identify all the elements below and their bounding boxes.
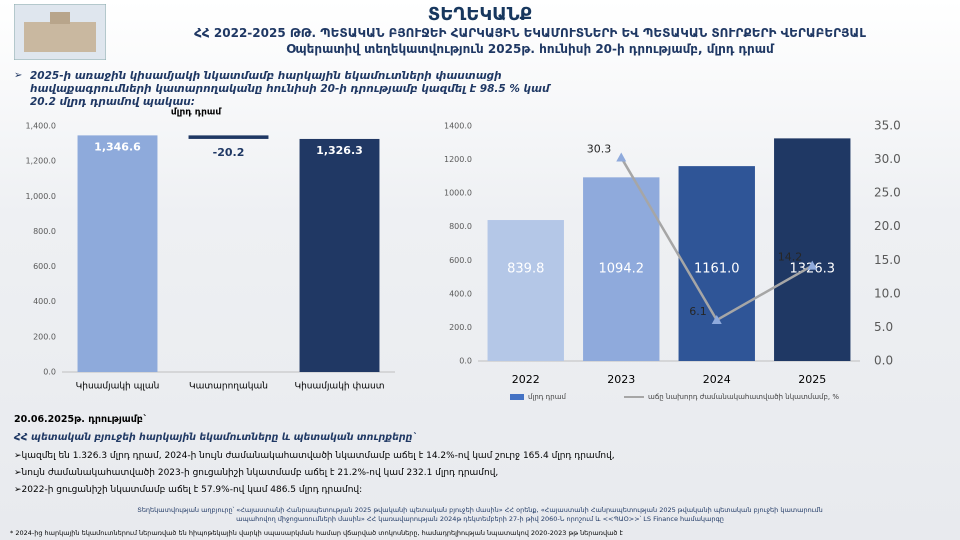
y-tick-label: 1400.0 — [444, 122, 472, 131]
bar — [774, 138, 851, 361]
bar — [487, 220, 564, 361]
x-tick-label: 2025 — [798, 373, 826, 386]
x-tick-label: Կատարողական — [189, 382, 268, 392]
marker — [616, 152, 627, 162]
footer-bullet: ➢2022-ի ցուցանիշի նկատմամբ աճել է 57.9%-… — [14, 482, 914, 499]
x-tick-label: 2022 — [512, 373, 540, 386]
y-tick-label: 200.0 — [33, 332, 56, 341]
footer-date: 20.06.2025թ. դրությամբ` — [14, 414, 148, 425]
unit-label: մլրդ դրամ — [171, 108, 222, 118]
legend-label: մլրդ դրամ — [528, 393, 567, 401]
y-tick-label: 1000.0 — [444, 189, 472, 198]
note: Օպերատիվ տեղեկատվություն 2025թ. հունիսի … — [286, 42, 774, 56]
value-label: 1094.2 — [599, 262, 645, 277]
x-tick-label: 2024 — [703, 373, 731, 386]
x-tick-label: 2023 — [607, 373, 635, 386]
footer-bullet: ➢նույն ժամանակահատվածի 2023-ի ցուցանիշի … — [14, 465, 914, 482]
value-label: 839.8 — [507, 262, 544, 277]
y-tick-label: 800.0 — [449, 222, 472, 231]
footer-bullets: ➢կազմել են 1.326.3 մլրդ դրամ, 2024-ի նու… — [14, 448, 914, 499]
y-tick-label: 1,200.0 — [25, 157, 56, 166]
value-label: 14.2 — [778, 251, 803, 264]
headline: 2025-ի առաջին կիսամյակի նկատմամբ հարկայի… — [30, 70, 550, 108]
y-tick-label: 400.0 — [449, 289, 472, 298]
source: Տեղեկատվության աղբյուրը՝ «Հայաստանի Հանր… — [137, 506, 823, 523]
y2-tick-label: 25.0 — [874, 186, 901, 200]
bar — [583, 177, 660, 361]
bar — [77, 135, 158, 372]
title: ՏԵՂԵԿԱՆՔ — [427, 4, 533, 25]
y-tick-label: 0.0 — [459, 357, 472, 366]
footnote: * 2024-ից հարկային եկամուտներում ներառվա… — [10, 529, 623, 537]
legend-swatch — [510, 394, 524, 400]
y-tick-label: 1200.0 — [444, 155, 472, 164]
bar — [188, 135, 269, 139]
bullet-text: նույն ժամանակահատվածի 2023-ի ցուցանիշի ն… — [21, 468, 499, 478]
y-tick-label: 1,400.0 — [25, 122, 56, 131]
y-tick-label: 200.0 — [449, 323, 472, 332]
y2-tick-label: 0.0 — [874, 354, 893, 368]
value-label: 6.1 — [689, 305, 707, 318]
y-tick-label: 0.0 — [43, 368, 56, 377]
value-label: -20.2 — [213, 146, 245, 159]
bullet-icon: ➢ — [14, 468, 22, 478]
bullet-text: կազմել են 1.326.3 մլրդ դրամ, 2024-ի նույ… — [21, 451, 615, 461]
bullet-icon: ➢ — [14, 70, 23, 81]
value-label: 1161.0 — [694, 262, 740, 277]
x-tick-label: Կիսամյակի պլան — [76, 382, 160, 392]
marker — [807, 260, 818, 270]
bar — [678, 166, 755, 361]
y-tick-label: 800.0 — [33, 227, 56, 236]
value-label: 1,346.6 — [94, 140, 141, 153]
legend-label: աճը նախորդ ժամանակահատվածի նկատմամբ, % — [648, 393, 839, 401]
y-tick-label: 600.0 — [33, 262, 56, 271]
y2-tick-label: 30.0 — [874, 152, 901, 166]
y2-tick-label: 15.0 — [874, 253, 901, 267]
value-label: 30.3 — [587, 143, 612, 156]
y2-tick-label: 10.0 — [874, 286, 901, 300]
y2-tick-label: 20.0 — [874, 219, 901, 233]
bullet-icon: ➢ — [14, 485, 22, 495]
y-tick-label: 1,000.0 — [25, 192, 56, 201]
value-label: 1,326.3 — [316, 144, 363, 157]
bullet-text: 2022-ի ցուցանիշի նկատմամբ աճել է 57.9%-ո… — [21, 485, 363, 495]
y-tick-label: 400.0 — [33, 297, 56, 306]
footer-heading: ՀՀ պետական բյուջեի հարկային եկամուտները … — [14, 432, 418, 443]
x-tick-label: Կիսամյակի փաստ — [295, 382, 385, 392]
y2-tick-label: 5.0 — [874, 320, 893, 334]
bullet-icon: ➢ — [14, 451, 22, 461]
bar — [299, 138, 380, 372]
logo — [14, 4, 106, 60]
charts: 0.0 200.0 400.0 600.0 800.0 1,000.0 1,200.0 1,4… — [25, 108, 901, 402]
subtitle: ՀՀ 2022-2025 ԹԹ. ՊԵՏԱԿԱՆ ԲՅՈՒՋԵԻ ՀԱՐԿԱՅԻ… — [194, 26, 866, 40]
footer-bullet: ➢կազմել են 1.326.3 մլրդ դրամ, 2024-ի նու… — [14, 448, 914, 465]
y2-tick-label: 35.0 — [874, 119, 901, 133]
y-tick-label: 600.0 — [449, 256, 472, 265]
marker — [711, 315, 722, 325]
